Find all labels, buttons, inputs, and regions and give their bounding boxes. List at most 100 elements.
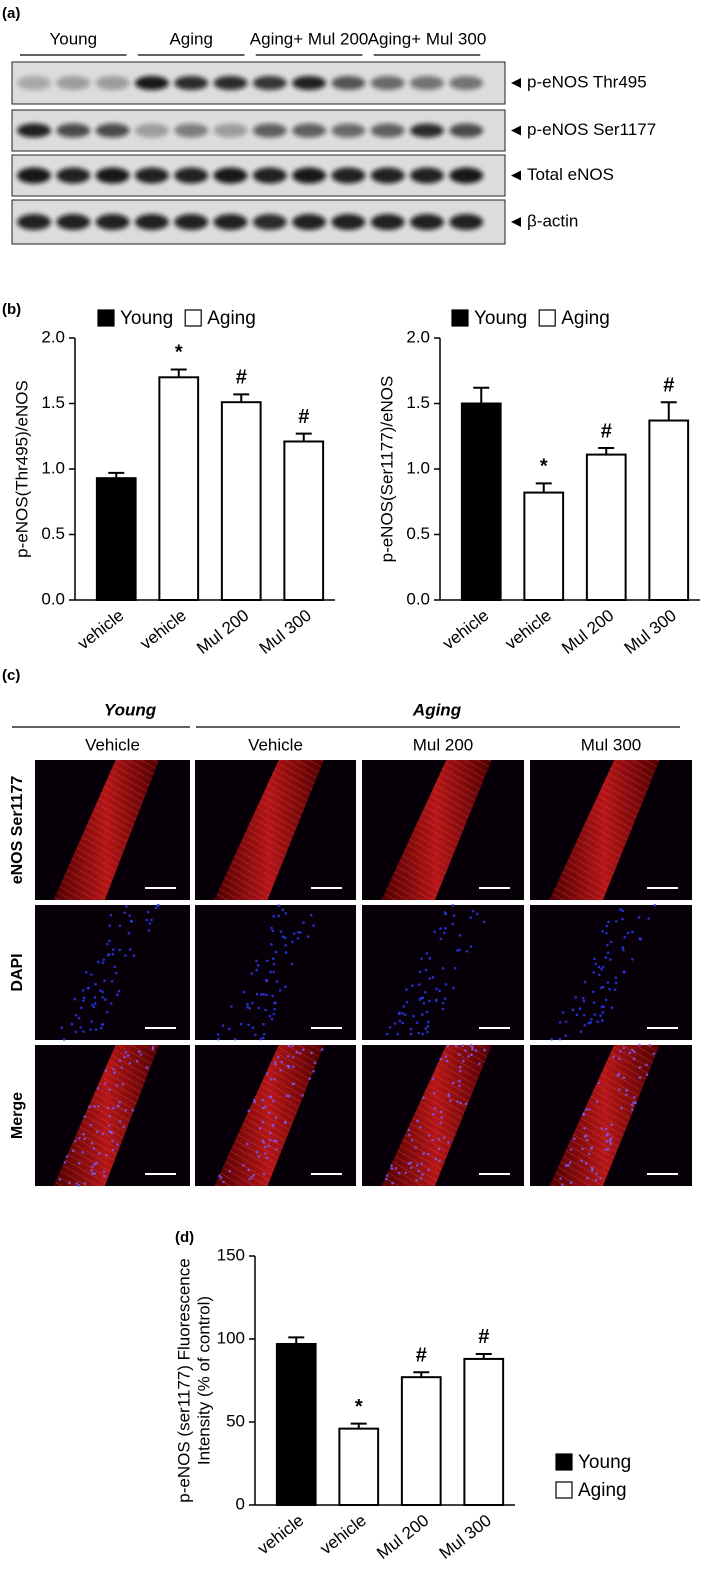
nucleus [601, 985, 605, 989]
blot-band [370, 214, 405, 230]
nucleus [639, 937, 642, 941]
nucleus [607, 920, 610, 924]
error-bar [288, 1336, 305, 1344]
nucleus [306, 935, 310, 938]
significance-marker: * [355, 1396, 363, 1418]
nucleus [437, 1147, 441, 1151]
legend-label: Aging [561, 308, 610, 329]
y-tick-label: 1.5 [406, 393, 430, 412]
nucleus [109, 1130, 113, 1134]
nucleus [592, 990, 595, 994]
nucleus [426, 1030, 429, 1034]
nucleus [604, 1127, 608, 1131]
nucleus [403, 1013, 407, 1017]
nucleus [284, 951, 288, 954]
nucleus [581, 1147, 584, 1151]
nucleus [628, 1051, 632, 1055]
blot-band [449, 123, 484, 138]
arrowhead [511, 78, 521, 88]
nucleus [98, 989, 102, 992]
nucleus [261, 1106, 265, 1110]
nucleus [135, 1059, 139, 1063]
nucleus [605, 924, 609, 928]
nucleus [444, 912, 448, 916]
nucleus [621, 917, 624, 921]
nucleus [269, 1095, 273, 1098]
nucleus [74, 1139, 77, 1143]
nucleus [255, 992, 259, 996]
nucleus [117, 989, 121, 993]
nucleus [284, 985, 287, 988]
nucleus [626, 931, 630, 935]
nucleus [147, 929, 151, 932]
nucleus [449, 1099, 452, 1102]
nucleus [401, 1021, 405, 1025]
blot-band [370, 167, 405, 184]
y-axis-label: Intensity (% of control) [194, 1296, 213, 1465]
nucleus [458, 948, 461, 952]
nucleus [559, 1177, 562, 1180]
nucleus [151, 1045, 155, 1049]
nucleus [92, 1147, 96, 1150]
nucleus [105, 1010, 109, 1014]
nucleus [415, 1179, 418, 1182]
nucleus [564, 1020, 568, 1023]
vessel-fibers [381, 1045, 492, 1186]
nucleus [148, 922, 152, 925]
significance-marker: # [601, 420, 612, 442]
nucleus [435, 998, 438, 1002]
nucleus [79, 1026, 82, 1029]
nucleus [444, 1055, 448, 1058]
nucleus [561, 1011, 565, 1014]
nucleus [83, 1137, 86, 1141]
vessel-fibers [214, 1045, 324, 1186]
nucleus [417, 1169, 420, 1173]
nucleus [604, 998, 608, 1002]
nucleus [273, 1002, 276, 1005]
nucleus [150, 918, 153, 922]
nucleus [262, 1022, 265, 1026]
nucleus [296, 930, 300, 934]
nucleus [405, 988, 408, 991]
nucleus [302, 921, 305, 924]
blot-band [410, 167, 444, 184]
error-bar [660, 401, 677, 421]
nucleus [608, 1138, 612, 1141]
nucleus [78, 1136, 81, 1140]
nucleus [90, 1020, 93, 1023]
nucleus [129, 919, 133, 923]
nucleus [221, 1024, 225, 1027]
nucleus [127, 931, 131, 935]
nucleus [292, 1065, 295, 1069]
blot-band [410, 214, 444, 230]
nucleus [77, 1184, 81, 1187]
blot-group-label: Aging [169, 29, 212, 48]
nucleus [421, 1173, 424, 1176]
nucleus [108, 924, 112, 928]
nucleus [443, 931, 446, 935]
nucleus [410, 1139, 414, 1142]
blot-band [134, 123, 169, 138]
nucleus [596, 1020, 599, 1024]
nucleus [309, 913, 313, 917]
arrowhead [511, 125, 521, 136]
nucleus [584, 1162, 588, 1165]
nucleus [564, 1034, 567, 1037]
nucleus [597, 1081, 601, 1085]
nucleus [101, 1132, 105, 1136]
nucleus [131, 1109, 134, 1112]
nucleus [277, 1055, 280, 1059]
arrowhead [511, 170, 521, 181]
bar [460, 402, 502, 601]
nucleus [258, 1127, 262, 1130]
nucleus [394, 1166, 398, 1170]
nucleus [438, 1159, 441, 1163]
panel-label: (c) [2, 667, 20, 684]
nucleus [110, 980, 114, 983]
nucleus [83, 1115, 87, 1118]
nucleus [93, 996, 97, 999]
nucleus [103, 1174, 106, 1178]
legend-swatch [184, 309, 202, 327]
nucleus [286, 1054, 290, 1058]
nucleus [272, 1012, 276, 1016]
